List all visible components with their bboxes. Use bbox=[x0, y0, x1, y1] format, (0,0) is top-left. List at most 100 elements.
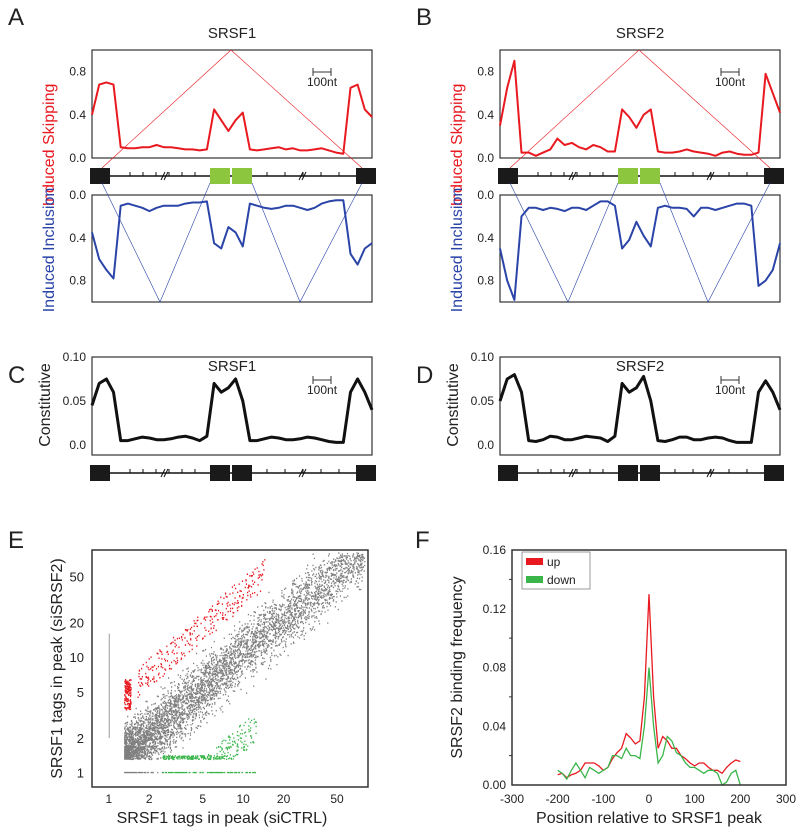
y-tick-label: 0.0 bbox=[69, 188, 86, 202]
panel-label: E bbox=[8, 527, 24, 554]
scatter-plot-frame bbox=[91, 549, 369, 788]
legend-swatch-up bbox=[526, 558, 543, 565]
x-tick-label: 5 bbox=[199, 792, 206, 806]
series-line-down bbox=[557, 667, 741, 786]
x-tick-label: -300 bbox=[500, 792, 524, 806]
scatter-points-decreased bbox=[162, 718, 257, 774]
scale-bar bbox=[312, 376, 332, 384]
y-tick-label: 2 bbox=[77, 731, 84, 746]
y-tick-label: 0.0 bbox=[477, 188, 494, 202]
y-tick-label: 0.0 bbox=[477, 151, 494, 165]
scale-bar bbox=[720, 376, 740, 384]
scale-bar-label: 100nt bbox=[307, 75, 338, 89]
scale-bar-label: 100nt bbox=[715, 383, 746, 397]
x-tick-label: 20 bbox=[277, 792, 291, 806]
skipping-connector-line bbox=[101, 49, 232, 169]
x-tick-label: 200 bbox=[730, 792, 750, 806]
y-tick-label: 0.4 bbox=[69, 108, 86, 122]
panel-label: F bbox=[415, 527, 430, 554]
y-tick-label: 0.10 bbox=[63, 350, 87, 364]
alternative-exon-left bbox=[618, 168, 638, 184]
panel-label: C bbox=[8, 362, 25, 389]
skipping-axis-title: Induced Skipping bbox=[41, 84, 58, 207]
middle-exon-right bbox=[232, 465, 252, 481]
x-tick-label: 300 bbox=[776, 792, 796, 806]
panel-label: A bbox=[8, 4, 24, 31]
intron-break-mark bbox=[706, 171, 715, 181]
x-tick-label: 10 bbox=[236, 792, 250, 806]
constitutive-axis-title: Constitutive bbox=[445, 363, 462, 447]
middle-exon-left bbox=[210, 465, 230, 481]
middle-exon-right bbox=[640, 465, 660, 481]
scatter-points-increased bbox=[124, 559, 266, 711]
inclusion-curve bbox=[499, 200, 781, 301]
y-tick-label: 0.0 bbox=[69, 151, 86, 165]
y-tick-label: 5 bbox=[77, 685, 84, 700]
x-tick-label: 50 bbox=[330, 792, 344, 806]
y-tick-label: 0.08 bbox=[483, 661, 507, 675]
skipping-connector-line bbox=[230, 49, 363, 169]
downstream-exon bbox=[356, 465, 376, 481]
skipping-connector-line bbox=[638, 49, 771, 169]
constitutive-curve bbox=[90, 377, 374, 444]
inclusion-connector-line bbox=[251, 182, 363, 303]
x-tick-label: 0 bbox=[646, 792, 653, 806]
legend-label-down: down bbox=[547, 573, 576, 587]
inclusion-plot-frame bbox=[91, 194, 373, 303]
y-tick-label: 0.10 bbox=[471, 350, 495, 364]
y-axis-title: SRSF1 tags in peak (siSRSF2) bbox=[49, 558, 66, 779]
x-tick-label: 100 bbox=[685, 792, 705, 806]
panel-label: B bbox=[416, 4, 432, 31]
x-tick-label: 1 bbox=[105, 792, 112, 806]
y-tick-label: 0.8 bbox=[69, 65, 86, 79]
panel-title: SRSF2 bbox=[616, 25, 664, 42]
y-tick-label: 20 bbox=[70, 615, 84, 630]
y-tick-label: 0.0 bbox=[69, 438, 86, 452]
series-line-up bbox=[557, 594, 741, 779]
y-tick-label: 0.4 bbox=[477, 231, 494, 245]
panel-label: D bbox=[416, 362, 433, 389]
constitutive-curve bbox=[498, 373, 782, 444]
downstream-exon bbox=[764, 168, 784, 184]
y-tick-label: 0.4 bbox=[69, 231, 86, 245]
upstream-exon bbox=[90, 168, 110, 184]
y-tick-label: 0.8 bbox=[477, 274, 494, 288]
inclusion-axis-title: Induced Inclusion bbox=[41, 188, 58, 313]
panel-title: SRSF1 bbox=[208, 358, 256, 375]
alternative-exon-right bbox=[232, 168, 252, 184]
intron-break-mark bbox=[298, 468, 307, 478]
inclusion-curve bbox=[91, 199, 373, 280]
legend-label-up: up bbox=[547, 555, 561, 569]
y-axis-title: SRSF2 binding frequency bbox=[449, 576, 466, 758]
inclusion-connector-line bbox=[509, 182, 619, 303]
skipping-connector-line bbox=[509, 49, 640, 169]
y-tick-label: 0.00 bbox=[483, 778, 507, 792]
downstream-exon bbox=[356, 168, 376, 184]
skipping-plot-frame bbox=[499, 49, 781, 159]
scale-bar-label: 100nt bbox=[715, 75, 746, 89]
panel-title: SRSF1 bbox=[208, 25, 256, 42]
alternative-exon-right bbox=[640, 168, 660, 184]
y-tick-label: 0.8 bbox=[69, 274, 86, 288]
panel-title: SRSF2 bbox=[616, 358, 664, 375]
y-tick-label: 0.16 bbox=[483, 543, 507, 557]
intron-break-mark bbox=[298, 171, 307, 181]
scatter-points-background bbox=[108, 552, 366, 774]
scatter-points-all bbox=[108, 552, 366, 774]
x-tick-label: 2 bbox=[146, 792, 153, 806]
skipping-axis-title: Induced Skipping bbox=[449, 84, 466, 207]
intron-break-mark bbox=[160, 171, 169, 181]
x-tick-label: -100 bbox=[591, 792, 615, 806]
y-tick-label: 0.4 bbox=[477, 108, 494, 122]
intron-break-mark bbox=[160, 468, 169, 478]
y-tick-label: 0.0 bbox=[477, 438, 494, 452]
y-tick-label: 10 bbox=[70, 650, 84, 665]
scale-bar bbox=[312, 68, 332, 76]
inclusion-axis-title: Induced Inclusion bbox=[449, 188, 466, 313]
intron-break-mark bbox=[568, 171, 577, 181]
scale-bar-label: 100nt bbox=[307, 383, 338, 397]
alternative-exon-left bbox=[210, 168, 230, 184]
scale-bar bbox=[720, 68, 740, 76]
intron-break-mark bbox=[568, 468, 577, 478]
